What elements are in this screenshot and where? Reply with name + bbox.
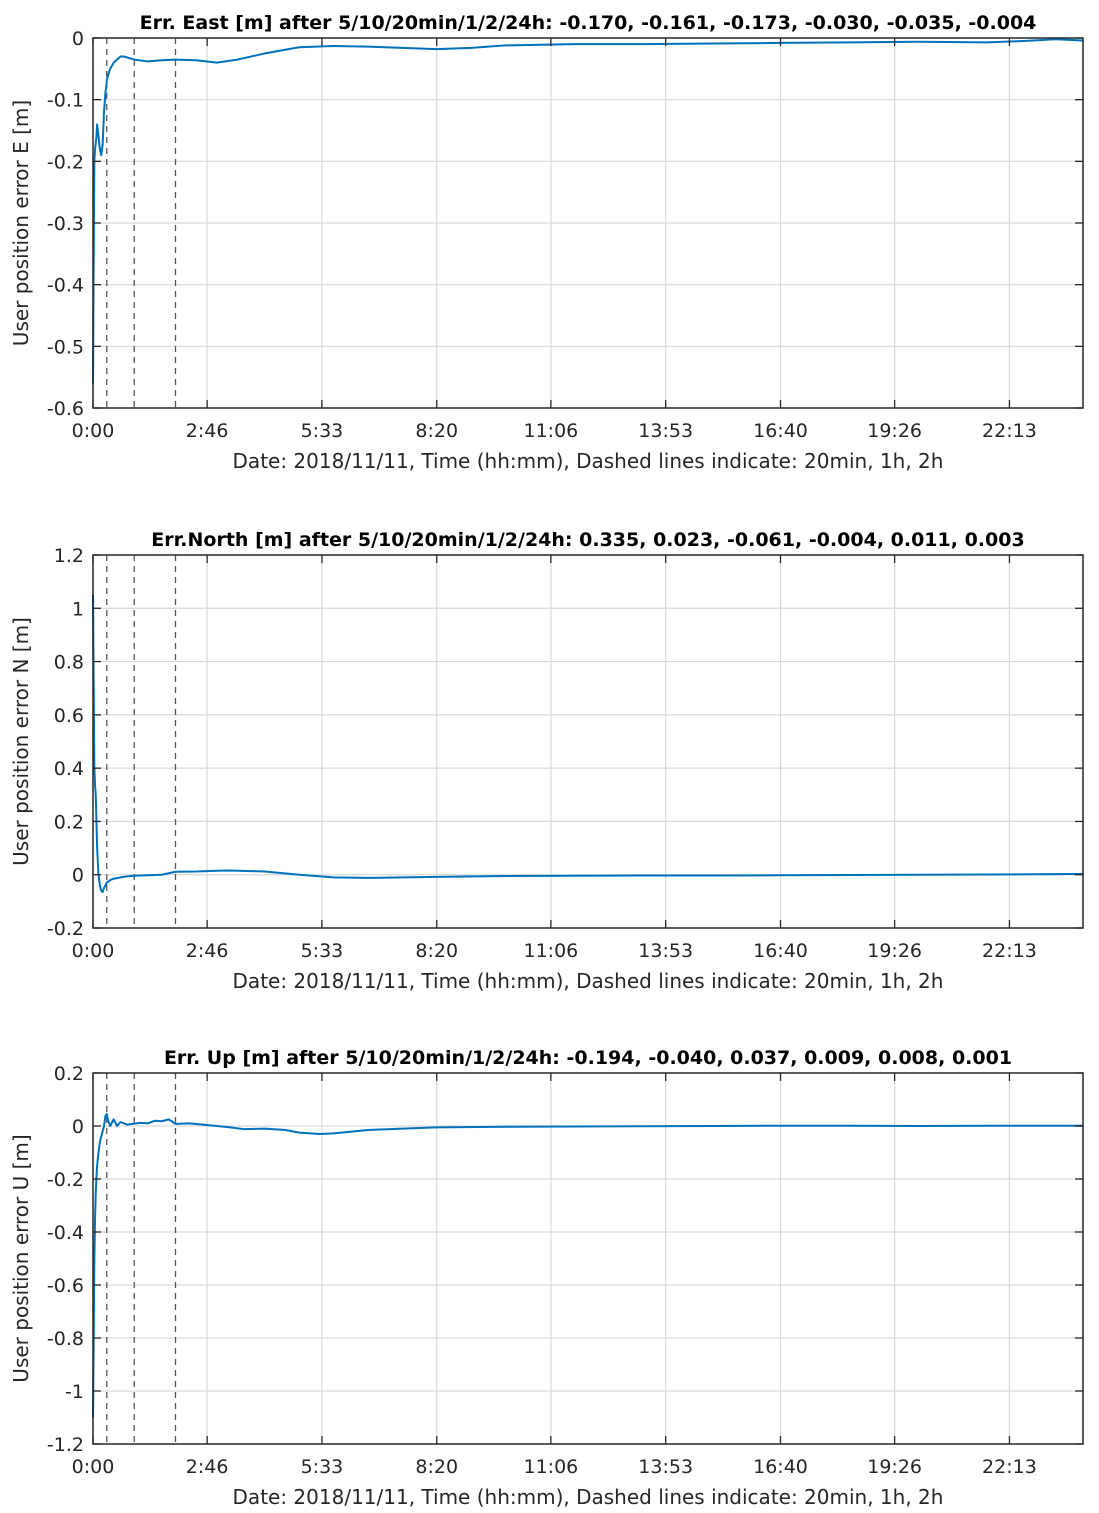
y-tick-label: 0.4 (54, 758, 84, 780)
y-tick-label: -0.6 (47, 398, 84, 420)
x-tick-label: 11:06 (523, 420, 578, 442)
chart-title: Err. East [m] after 5/10/20min/1/2/24h: … (140, 12, 1037, 34)
y-tick-label: -0.2 (47, 151, 84, 173)
x-tick-label: 5:33 (301, 420, 344, 442)
x-tick-label: 16:40 (753, 940, 808, 962)
plot-area (93, 555, 1083, 928)
x-tick-label: 22:13 (982, 940, 1037, 962)
y-tick-label: 0.2 (54, 1063, 84, 1085)
axes-frame (92, 554, 1084, 929)
x-tick-label: 2:46 (186, 940, 229, 962)
y-axis-label: User position error N [m] (9, 617, 33, 866)
x-tick-label: 5:33 (301, 940, 344, 962)
y-axis-label: User position error E [m] (9, 100, 33, 346)
y-tick-label: -0.5 (47, 336, 84, 358)
x-tick-label: 2:46 (186, 1456, 229, 1478)
x-tick-label: 13:53 (638, 1456, 693, 1478)
x-tick-label: 22:13 (982, 1456, 1037, 1478)
y-tick-label: -0.6 (47, 1275, 84, 1297)
y-tick-label: 0 (72, 28, 84, 50)
y-tick-label: -0.2 (47, 1169, 84, 1191)
y-tick-label: -0.8 (47, 1328, 84, 1350)
series-line (92, 1113, 1083, 1418)
x-tick-label: 8:20 (415, 420, 458, 442)
x-axis-label: Date: 2018/11/11, Time (hh:mm), Dashed l… (233, 1485, 944, 1509)
y-tick-label: 0 (72, 1116, 84, 1138)
x-axis-label: Date: 2018/11/11, Time (hh:mm), Dashed l… (233, 449, 944, 473)
y-tick-label: 1.2 (54, 545, 84, 567)
y-tick-label: 0.6 (54, 705, 84, 727)
y-tick-label: -0.4 (47, 1222, 84, 1244)
y-tick-label: -0.3 (47, 213, 84, 235)
y-tick-label: 0 (72, 865, 84, 887)
chart-title: Err.North [m] after 5/10/20min/1/2/24h: … (151, 529, 1024, 551)
x-tick-label: 5:33 (301, 1456, 344, 1478)
x-tick-label: 0:00 (72, 1456, 115, 1478)
x-tick-label: 22:13 (982, 420, 1037, 442)
x-tick-label: 8:20 (415, 940, 458, 962)
chart-2: 0:00 2:46 5:33 8:20 11:06 13:53 16:40 19:26 22:1… (9, 529, 1084, 993)
y-tick-label: -1.2 (47, 1434, 84, 1456)
chart-3: 0:00 2:46 5:33 8:20 11:06 13:53 16:40 19:26 22:1… (9, 1047, 1084, 1509)
x-tick-label: 19:26 (867, 420, 922, 442)
x-tick-label: 0:00 (72, 940, 115, 962)
y-tick-label: -0.1 (47, 90, 84, 112)
x-tick-label: 11:06 (523, 940, 578, 962)
x-tick-label: 8:20 (415, 1456, 458, 1478)
plot-area (93, 1073, 1083, 1444)
x-tick-label: 19:26 (867, 1456, 922, 1478)
x-tick-label: 16:40 (753, 420, 808, 442)
x-tick-label: 11:06 (523, 1456, 578, 1478)
y-axis-label: User position error U [m] (9, 1134, 33, 1382)
x-tick-label: 2:46 (186, 420, 229, 442)
series-line (92, 38, 1084, 384)
x-tick-label: 19:26 (867, 940, 922, 962)
y-tick-label: -0.4 (47, 275, 84, 297)
y-tick-label: -1 (65, 1381, 84, 1403)
x-tick-label: 13:53 (638, 420, 693, 442)
y-tick-label: 0.8 (54, 652, 84, 674)
x-axis-label: Date: 2018/11/11, Time (hh:mm), Dashed l… (233, 969, 944, 993)
x-tick-label: 0:00 (72, 420, 115, 442)
y-tick-label: 0.2 (54, 811, 84, 833)
axes-frame (92, 1072, 1084, 1445)
series-line (92, 594, 1084, 894)
x-tick-label: 13:53 (638, 940, 693, 962)
chart-title: Err. Up [m] after 5/10/20min/1/2/24h: -0… (164, 1047, 1012, 1069)
y-tick-label: 1 (72, 598, 84, 620)
x-tick-label: 16:40 (753, 1456, 808, 1478)
chart-1: 0:00 2:46 5:33 8:20 11:06 13:53 16:40 19:26 22:1… (9, 12, 1084, 473)
y-tick-label: -0.2 (47, 918, 84, 940)
